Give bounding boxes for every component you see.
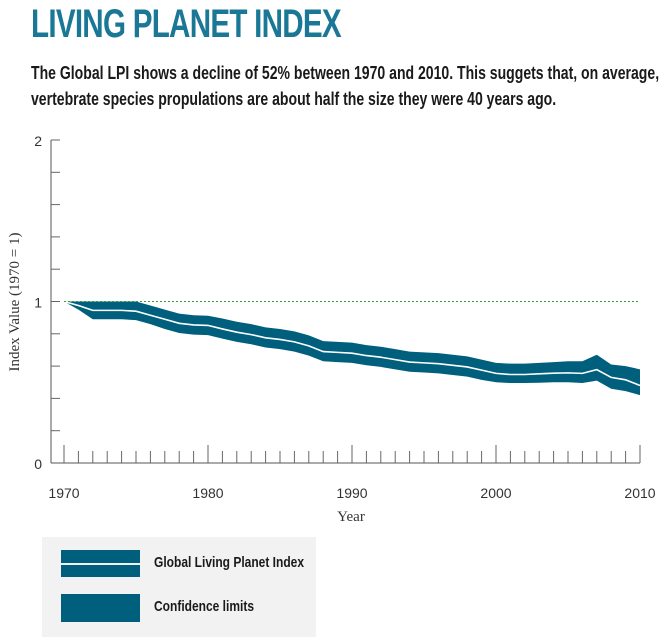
subtitle-line-1: The Global LPI shows a decline of 52% be… <box>31 63 660 83</box>
y-tick-label: 2 <box>34 133 42 149</box>
x-axis-label: Year <box>337 509 365 525</box>
legend-label-index: Global Living Planet Index <box>154 554 305 571</box>
x-tick-label: 1990 <box>336 485 367 501</box>
legend: Global Living Planet Index Confidence li… <box>42 537 316 637</box>
y-axis-label: Index Value (1970 = 1) <box>7 233 23 372</box>
page-title: LIVING PLANET INDEX <box>31 2 342 46</box>
lpi-chart: 0 1 2 1970 1980 1990 2000 2010 Index Value (197… <box>7 133 656 525</box>
x-tick-label: 2000 <box>480 485 511 501</box>
x-tick-label: 1980 <box>192 485 223 501</box>
y-tick-label: 1 <box>34 295 42 311</box>
x-tick-label: 1970 <box>48 485 79 501</box>
legend-swatch-confidence <box>61 594 140 622</box>
y-tick-label: 0 <box>34 456 42 472</box>
subtitle-line-2: vertebrate species propulations are abou… <box>31 89 557 109</box>
legend-swatch-index-top <box>61 550 140 563</box>
index-line <box>63 300 641 387</box>
x-tick-label: 2010 <box>624 485 655 501</box>
legend-label-confidence: Confidence limits <box>154 598 255 615</box>
legend-swatch-index-bottom <box>61 565 140 577</box>
